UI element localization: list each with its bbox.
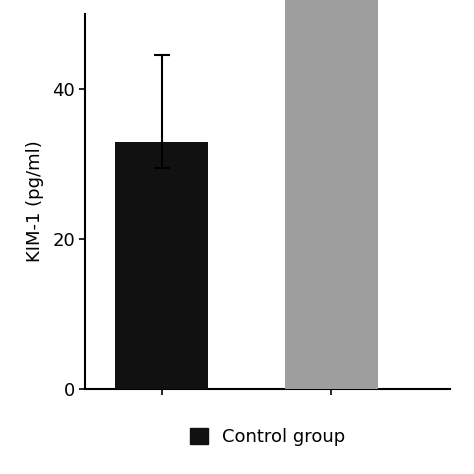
Y-axis label: KIM-1 (pg/ml): KIM-1 (pg/ml) (26, 141, 44, 262)
Bar (115, 142, 209, 389)
Legend: Control group: Control group (190, 428, 346, 446)
Bar (285, 0, 378, 389)
